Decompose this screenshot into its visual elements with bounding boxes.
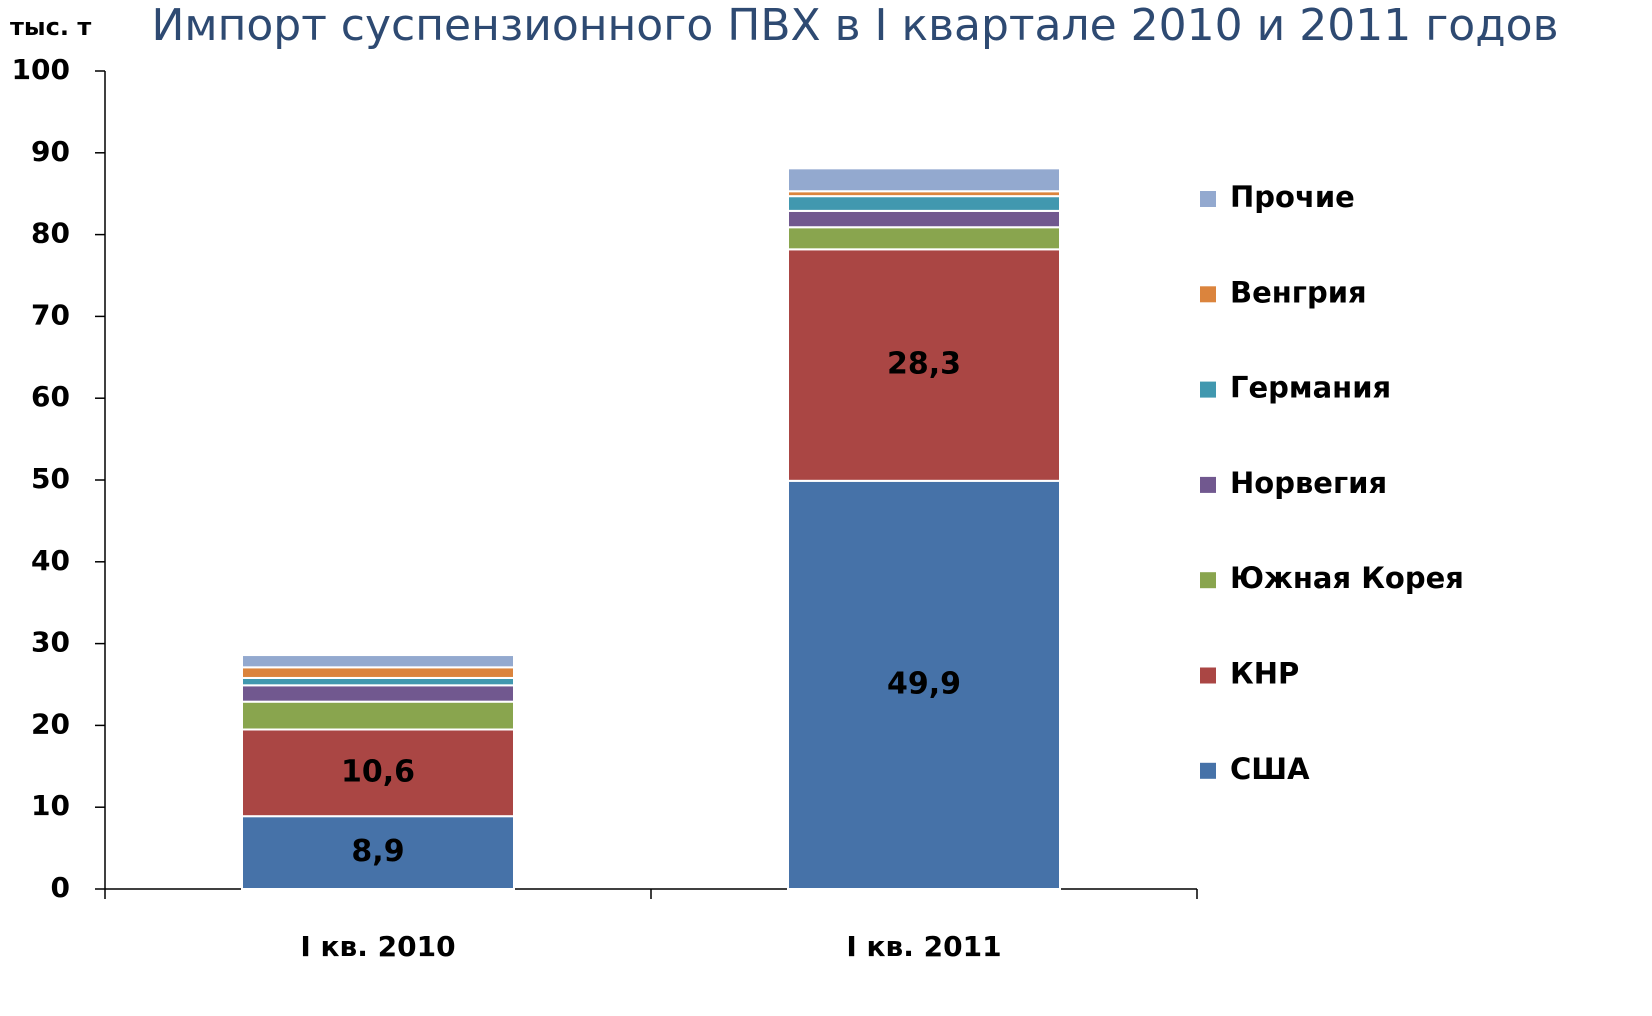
bar-segment	[787, 167, 1061, 193]
y-tick-label: 80	[31, 217, 70, 250]
bar-segment	[787, 226, 1061, 251]
bar-segment	[787, 248, 1061, 482]
y-tick-label: 90	[31, 135, 70, 168]
legend-swatch	[1200, 381, 1216, 398]
y-tick-label: 100	[12, 53, 70, 86]
x-tick-label: I кв. 2011	[846, 930, 1001, 963]
data-label: 10,6	[341, 754, 415, 789]
data-label: 8,9	[351, 834, 404, 869]
y-tick-label: 70	[31, 298, 70, 331]
bar-segment	[241, 666, 515, 679]
bar-segment	[241, 815, 515, 890]
bar-segment	[241, 676, 515, 687]
data-label: 49,9	[887, 666, 961, 701]
legend-label: США	[1230, 752, 1310, 786]
y-tick-label: 60	[31, 380, 70, 413]
y-axis-label: тыс. т	[10, 13, 91, 41]
y-tick-label: 50	[31, 462, 70, 495]
y-tick-label: 20	[31, 707, 70, 740]
legend-label: Норвегия	[1230, 466, 1387, 500]
legend-label: Венгрия	[1230, 275, 1367, 309]
bar-segment	[241, 684, 515, 703]
y-tick-label: 0	[51, 871, 70, 904]
bar-segment	[241, 728, 515, 818]
legend-label: Прочие	[1230, 180, 1355, 214]
data-label: 28,3	[887, 347, 961, 382]
legend-swatch	[1200, 476, 1216, 493]
legend-swatch	[1200, 286, 1216, 303]
legend-label: Германия	[1230, 371, 1391, 405]
bar-segment	[241, 700, 515, 731]
legend-swatch	[1200, 191, 1216, 207]
legend-label: Южная Корея	[1230, 561, 1464, 595]
y-tick-label: 40	[31, 544, 70, 577]
legend-swatch	[1200, 667, 1216, 684]
bar-segment	[787, 195, 1061, 212]
bar-segment	[241, 654, 515, 669]
y-tick-label: 10	[31, 789, 70, 822]
legend-swatch	[1200, 572, 1216, 589]
chart-title: Импорт суспензионного ПВХ в I квартале 2…	[151, 0, 1558, 51]
legend-label: КНР	[1230, 657, 1299, 691]
bar-segment	[787, 209, 1061, 229]
legend-swatch	[1200, 762, 1216, 779]
y-tick-label: 30	[31, 626, 70, 659]
bar-segment	[787, 479, 1061, 890]
x-tick-label: I кв. 2010	[300, 930, 455, 963]
